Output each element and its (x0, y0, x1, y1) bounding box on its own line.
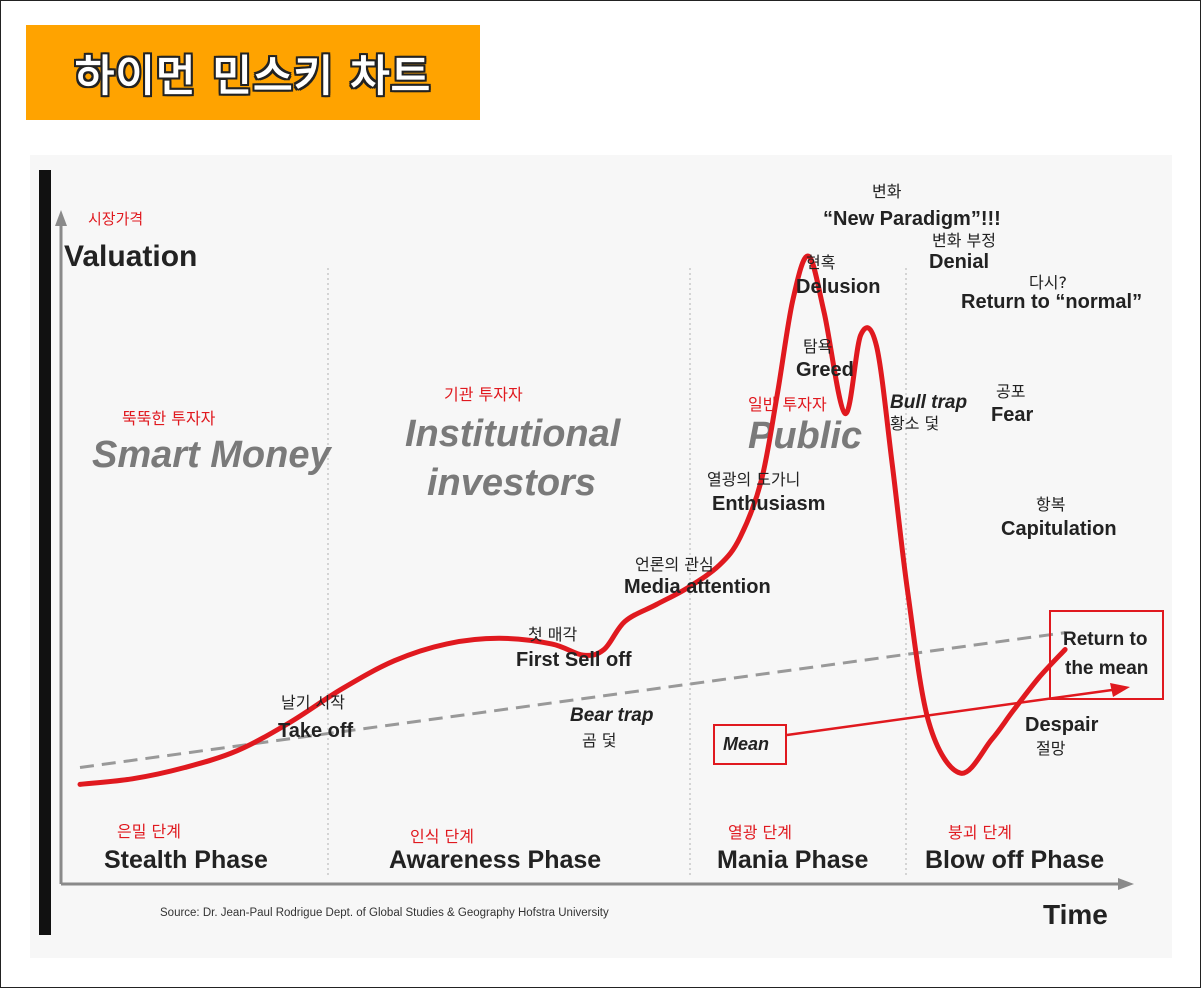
source-note: Source: Dr. Jean-Paul Rodrigue Dept. of … (160, 907, 609, 919)
y-axis-arrow (55, 210, 67, 226)
first-sell-kr: 첫 매각 (528, 625, 578, 644)
chart-panel (30, 155, 1172, 958)
title-banner: 하이먼 민스키 차트 (26, 25, 480, 120)
bull-trap-label: Bull trap (890, 392, 967, 413)
greed-kr: 탐욕 (803, 337, 832, 356)
phase-blowoff-kr: 붕괴 단계 (948, 823, 1012, 842)
media-label: Media attention (624, 576, 771, 598)
investor-public-kr: 일반 투자자 (748, 395, 827, 414)
denial-kr: 변화 부정 (932, 231, 996, 250)
media-kr: 언론의 관심 (635, 555, 714, 574)
delusion-label: Delusion (796, 276, 880, 298)
enthusiasm-label: Enthusiasm (712, 493, 825, 515)
new-paradigm-label: “New Paradigm”!!! (823, 208, 1001, 230)
investor-smart: Smart Money (92, 434, 332, 476)
left-edge-bar (39, 170, 51, 935)
mean-label: Mean (723, 734, 769, 754)
phase-awareness: Awareness Phase (389, 846, 601, 874)
capitulation-label: Capitulation (1001, 518, 1117, 540)
x-axis-arrow (1118, 878, 1134, 890)
phase-awareness-kr: 인식 단계 (410, 827, 474, 846)
investor-institutional-2: investors (427, 462, 596, 504)
capitulation-kr: 항복 (1036, 495, 1065, 514)
x-axis-label: Time (1043, 899, 1108, 930)
denial-label: Denial (929, 251, 989, 273)
new-paradigm-kr: 변화 (872, 182, 902, 201)
return-mean-label-2: the mean (1065, 658, 1148, 679)
return-arrow-head (1110, 683, 1130, 697)
phase-stealth: Stealth Phase (104, 846, 268, 874)
despair-label: Despair (1025, 714, 1099, 736)
return-mean-label-1: Return to (1063, 629, 1147, 650)
mean-box (713, 724, 787, 765)
return-normal-kr: 다시? (1029, 273, 1067, 292)
phase-mania-kr: 열광 단계 (728, 823, 792, 842)
greed-label: Greed (796, 359, 854, 381)
return-arrow-line (786, 688, 1113, 737)
bull-trap-kr: 황소 덫 (890, 414, 939, 433)
phase-mania: Mania Phase (717, 846, 869, 874)
fear-kr: 공포 (996, 382, 1025, 401)
phase-blowoff: Blow off Phase (925, 846, 1104, 874)
return-mean-box (1049, 610, 1164, 700)
takeoff-kr: 날기 시작 (281, 693, 345, 712)
phase-stealth-kr: 은밀 단계 (117, 822, 181, 841)
enthusiasm-kr: 열광의 도가니 (707, 470, 800, 489)
delusion-kr: 현혹 (806, 253, 835, 272)
investor-institutional-kr: 기관 투자자 (444, 385, 523, 404)
bear-trap-kr: 곰 덫 (582, 731, 617, 750)
first-sell-label: First Sell off (516, 649, 632, 671)
fear-label: Fear (991, 404, 1033, 426)
bear-trap-label: Bear trap (570, 705, 653, 726)
investor-smart-kr: 뚝뚝한 투자자 (122, 409, 216, 428)
return-normal-label: Return to “normal” (961, 291, 1142, 313)
y-axis-label-kr: 시장가격 (88, 210, 143, 228)
y-axis-label: Valuation (64, 240, 197, 273)
takeoff-label: Take off (278, 720, 354, 742)
investor-institutional-1: Institutional (405, 413, 622, 455)
page-title: 하이먼 민스키 차트 (74, 51, 432, 102)
valuation-curve (77, 253, 1068, 787)
despair-kr: 절망 (1036, 739, 1066, 758)
